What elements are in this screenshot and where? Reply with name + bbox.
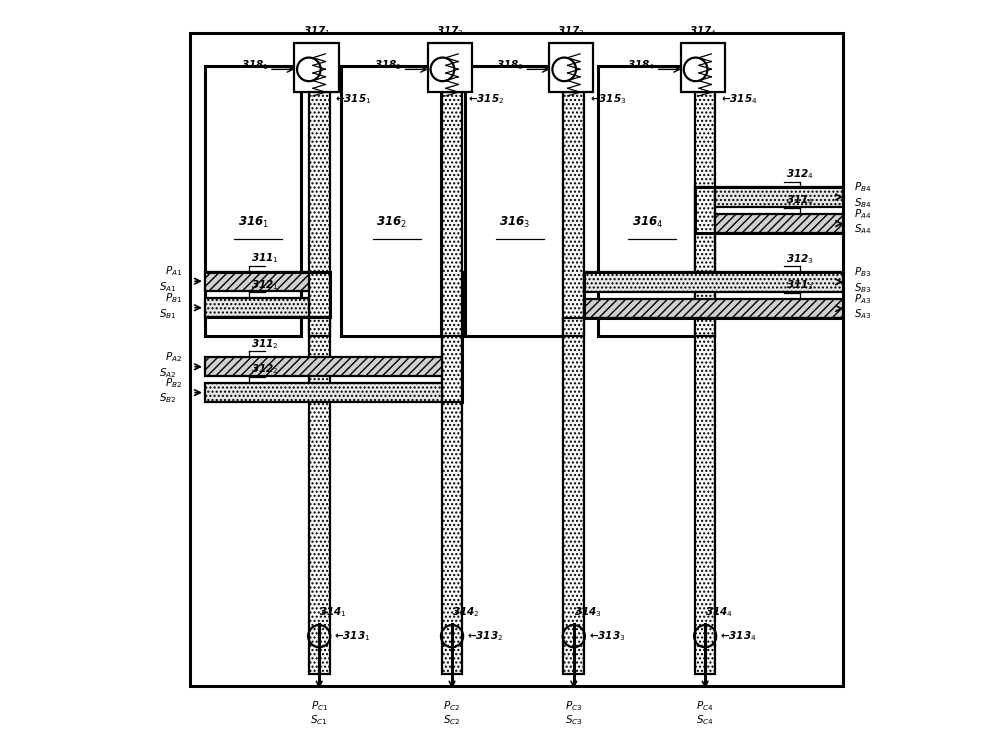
Text: 314$_1$: 314$_1$ (319, 605, 347, 619)
Text: 316$_1$: 316$_1$ (238, 215, 269, 230)
Text: $P_{C1}$: $P_{C1}$ (311, 699, 328, 713)
Text: ←313$_4$: ←313$_4$ (720, 630, 757, 643)
Bar (715, 187, 843, 207)
Text: 311$_3$: 311$_3$ (786, 278, 813, 292)
Bar (205, 298, 309, 317)
Bar (309, 92, 330, 674)
Text: ←315$_3$: ←315$_3$ (590, 92, 627, 106)
Text: $S_{A4}$: $S_{A4}$ (854, 223, 872, 236)
Text: $P_{A2}$: $P_{A2}$ (165, 351, 182, 364)
Bar (205, 272, 309, 291)
Text: 311$_4$: 311$_4$ (786, 193, 814, 207)
Text: $S_{B2}$: $S_{B2}$ (159, 392, 177, 405)
Bar (715, 214, 843, 233)
Text: 317$_4$: 317$_4$ (689, 24, 717, 38)
Text: $P_{B3}$: $P_{B3}$ (854, 266, 872, 279)
Bar (309, 317, 330, 336)
Text: 317$_3$: 317$_3$ (557, 24, 585, 38)
Text: $P_{C3}$: $P_{C3}$ (565, 699, 582, 713)
Text: $P_{A4}$: $P_{A4}$ (854, 207, 872, 221)
Text: 318$_2$: 318$_2$ (374, 58, 402, 72)
Text: $S_{A1}$: $S_{A1}$ (159, 280, 177, 294)
Bar (205, 66, 301, 336)
Bar (294, 43, 339, 92)
Text: 312$_3$: 312$_3$ (786, 252, 813, 266)
Text: 318$_1$: 318$_1$ (241, 58, 268, 72)
Text: $S_{C1}$: $S_{C1}$ (310, 714, 328, 728)
Bar (584, 272, 843, 292)
Text: $S_{A3}$: $S_{A3}$ (854, 308, 872, 321)
Bar (549, 43, 593, 92)
Text: 316$_3$: 316$_3$ (499, 215, 530, 230)
Bar (190, 33, 843, 686)
Text: $P_{B2}$: $P_{B2}$ (165, 376, 182, 390)
Text: $P_{A1}$: $P_{A1}$ (165, 265, 182, 278)
Text: $P_{C2}$: $P_{C2}$ (443, 699, 461, 713)
Text: 316$_4$: 316$_4$ (632, 215, 664, 230)
Text: 317$_1$: 317$_1$ (303, 24, 330, 38)
Text: 317$_2$: 317$_2$ (436, 24, 464, 38)
Bar (695, 187, 715, 336)
Bar (442, 336, 462, 402)
Text: 318$_3$: 318$_3$ (496, 58, 524, 72)
Text: $S_{B4}$: $S_{B4}$ (854, 196, 872, 210)
Bar (681, 43, 725, 92)
Text: 312$_1$: 312$_1$ (251, 277, 279, 292)
Text: 311$_2$: 311$_2$ (251, 337, 279, 351)
Bar (205, 383, 442, 402)
Bar (442, 92, 462, 674)
Text: $S_{B3}$: $S_{B3}$ (854, 281, 872, 294)
Text: 314$_4$: 314$_4$ (705, 605, 733, 619)
Text: ←313$_2$: ←313$_2$ (467, 630, 503, 643)
Text: 316$_2$: 316$_2$ (376, 215, 407, 230)
Text: $P_{C4}$: $P_{C4}$ (696, 699, 714, 713)
Bar (563, 318, 584, 336)
Text: $S_{C2}$: $S_{C2}$ (443, 714, 461, 728)
Bar (584, 299, 843, 318)
Bar (428, 43, 472, 92)
Text: $S_{B1}$: $S_{B1}$ (159, 307, 177, 320)
Bar (465, 66, 563, 336)
Text: 312$_2$: 312$_2$ (251, 362, 279, 376)
Text: $P_{B4}$: $P_{B4}$ (854, 181, 872, 194)
Bar (341, 66, 441, 336)
Text: ←315$_2$: ←315$_2$ (468, 92, 505, 106)
Text: 318$_4$: 318$_4$ (627, 58, 655, 72)
Text: $S_{C3}$: $S_{C3}$ (565, 714, 583, 728)
Text: $P_{B1}$: $P_{B1}$ (165, 292, 182, 305)
Text: 314$_3$: 314$_3$ (574, 605, 602, 619)
Text: ←315$_4$: ←315$_4$ (721, 92, 758, 106)
Text: 314$_2$: 314$_2$ (452, 605, 480, 619)
Bar (205, 357, 442, 376)
Text: $P_{A3}$: $P_{A3}$ (854, 292, 872, 306)
Text: 311$_1$: 311$_1$ (251, 251, 279, 265)
Bar (563, 92, 584, 674)
Text: 312$_4$: 312$_4$ (786, 167, 814, 181)
Bar (695, 92, 715, 674)
Text: ←315$_1$: ←315$_1$ (335, 92, 372, 106)
Text: $S_{C4}$: $S_{C4}$ (696, 714, 714, 728)
Text: $S_{A2}$: $S_{A2}$ (159, 366, 177, 379)
Text: ←313$_3$: ←313$_3$ (589, 630, 625, 643)
Bar (598, 66, 696, 336)
Text: ←313$_1$: ←313$_1$ (334, 630, 370, 643)
